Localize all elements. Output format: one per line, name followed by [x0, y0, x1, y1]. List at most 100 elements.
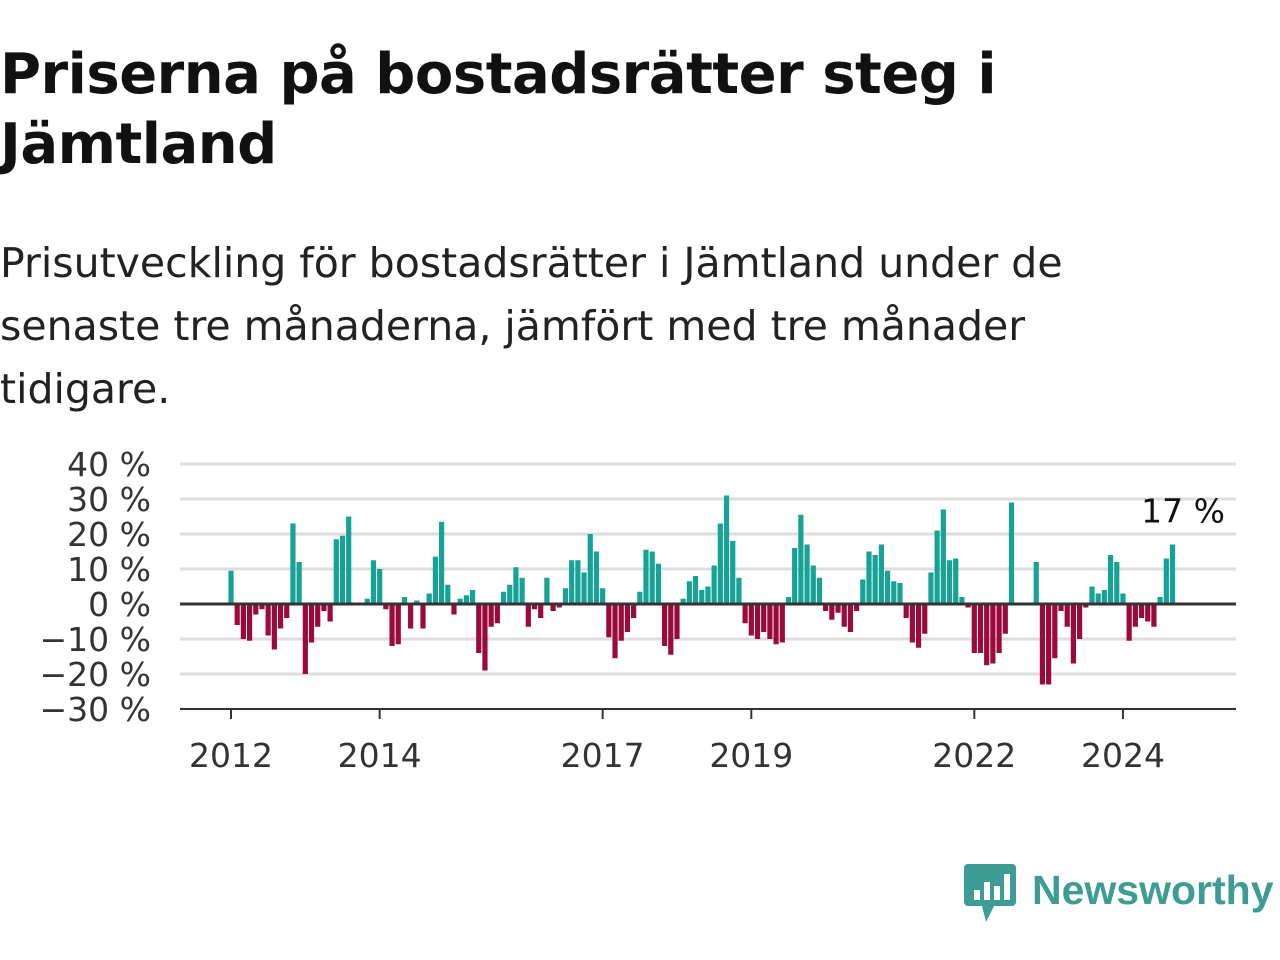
bar: [339, 535, 346, 604]
bar: [228, 570, 234, 604]
bar: [909, 604, 915, 643]
bar: [1114, 562, 1120, 604]
bar: [321, 604, 327, 611]
x-tick-label: 2019: [709, 736, 793, 775]
bar: [1002, 604, 1008, 634]
bar: [860, 579, 866, 604]
bar: [550, 604, 556, 611]
bar: [1169, 544, 1176, 604]
bar: [903, 604, 909, 618]
bars: [228, 495, 1176, 685]
bar-chart-speech-bubble-icon: [964, 864, 1016, 922]
y-grid: [180, 462, 1236, 676]
bar: [290, 523, 296, 604]
x-tick-label: 2017: [561, 736, 645, 775]
bar: [457, 598, 463, 604]
bar: [959, 597, 965, 604]
bar: [451, 604, 457, 615]
bar: [569, 560, 575, 604]
bar: [556, 604, 562, 608]
bar: [519, 577, 525, 604]
bar: [494, 604, 500, 624]
page-title: Priserna på bostadsrätter steg i Jämtlan…: [0, 42, 997, 177]
y-tick-label: 30 %: [67, 480, 151, 519]
bar: [364, 598, 370, 604]
x-tick-label: 2014: [338, 736, 422, 775]
bar: [668, 604, 674, 655]
bar: [971, 604, 977, 653]
bar: [810, 565, 816, 604]
bar: [637, 591, 643, 604]
bar: [878, 544, 884, 604]
bar: [748, 604, 754, 636]
logo-bar-1: [974, 890, 980, 900]
bar: [606, 604, 612, 638]
bar: [600, 588, 606, 604]
bar: [1058, 604, 1064, 611]
bar: [674, 604, 680, 639]
bar: [915, 604, 922, 648]
bar: [847, 604, 854, 632]
bar: [835, 604, 841, 613]
bar: [1083, 604, 1089, 608]
bar: [538, 604, 544, 618]
bar: [866, 551, 872, 604]
bar: [1039, 604, 1046, 685]
bar: [469, 590, 476, 604]
logo-bar-4: [1004, 874, 1010, 900]
bar: [271, 604, 277, 650]
logo-text: Newsworthy: [1032, 867, 1274, 913]
bar: [265, 604, 271, 636]
bar: [773, 604, 779, 645]
bar: [234, 604, 240, 625]
bar: [736, 577, 742, 604]
bar: [246, 604, 253, 641]
bar: [308, 604, 315, 643]
bar: [544, 577, 550, 604]
bar: [284, 604, 290, 618]
logo-bar-3: [994, 886, 1000, 900]
bar: [723, 495, 730, 604]
bar: [792, 548, 798, 604]
bar: [333, 539, 339, 604]
bar: [463, 595, 469, 604]
bar: [804, 544, 810, 604]
bar: [977, 604, 984, 653]
bar: [525, 604, 531, 627]
bar: [655, 563, 661, 604]
bar: [1033, 562, 1039, 604]
bar: [408, 604, 414, 629]
page-subtitle: Prisutveckling för bostadsrätter i Jämtl…: [0, 239, 1063, 413]
bar: [649, 551, 655, 604]
bar: [439, 521, 445, 604]
bar: [897, 583, 903, 604]
y-tick-label: −10 %: [40, 620, 152, 659]
y-axis-labels: 40 %30 %20 %10 %0 %−10 %−20 %−30 %: [40, 445, 152, 729]
x-axis: 2012 2014 2017 2019 2022 2024: [189, 709, 1165, 775]
bar: [395, 604, 401, 645]
bar: [680, 598, 686, 604]
newsworthy-logo: Newsworthy: [964, 864, 1280, 928]
bar: [1163, 558, 1169, 604]
bar: [996, 604, 1002, 653]
bar: [581, 572, 587, 604]
bar: [730, 541, 736, 604]
bar: [965, 604, 971, 608]
bar: [785, 597, 792, 604]
bar: [928, 572, 934, 604]
x-tick-label: 2012: [189, 736, 273, 775]
bar: [686, 581, 692, 604]
bar: [414, 600, 420, 604]
bar: [259, 604, 265, 610]
bar: [717, 523, 723, 604]
bar: [742, 604, 748, 624]
y-tick-label: 20 %: [67, 515, 151, 554]
bar: [370, 560, 377, 604]
bar: [705, 586, 711, 604]
bar: [767, 604, 773, 639]
bar: [302, 604, 308, 674]
bar: [631, 604, 637, 618]
bar: [507, 584, 513, 604]
y-tick-label: 40 %: [67, 445, 151, 484]
bar: [711, 565, 717, 604]
